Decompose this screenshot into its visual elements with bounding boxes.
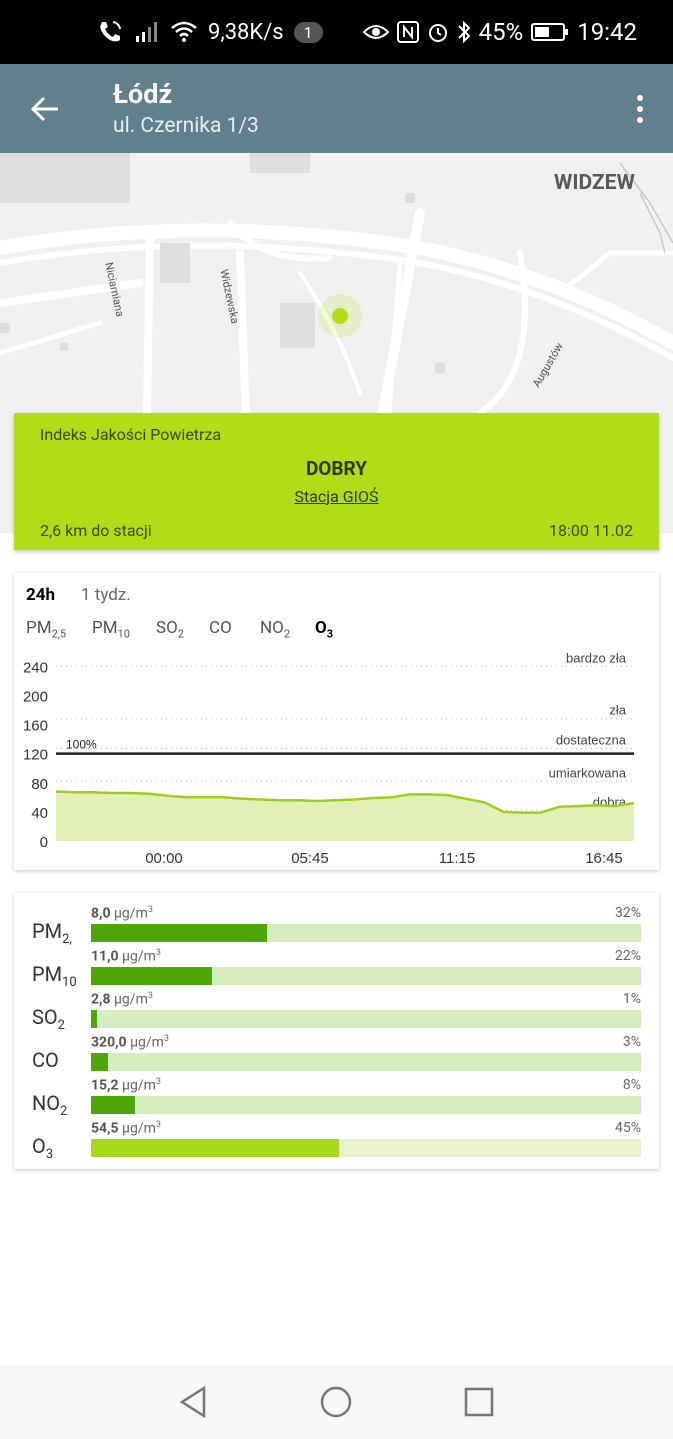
pollutant-percent: 1% bbox=[622, 991, 641, 1007]
alarm-icon bbox=[428, 24, 447, 42]
pollutant-name: CO bbox=[32, 1048, 59, 1072]
pollutant-bar-track bbox=[91, 1053, 641, 1071]
page-subtitle: ul. Czernika 1/3 bbox=[113, 114, 259, 138]
pollutant-row-co: CO 320,0 μg/m3 3% bbox=[14, 1034, 659, 1077]
pollutant-name: NO2 bbox=[32, 1091, 68, 1119]
pollutant-row-pm25: PM2, 8,0 μg/m3 32% bbox=[14, 905, 659, 948]
app-bar: Łódź ul. Czernika 1/3 bbox=[0, 64, 673, 153]
pollutant-name: O3 bbox=[32, 1134, 54, 1162]
map-label-widzew: WIDZEW bbox=[554, 171, 635, 195]
nav-home-icon[interactable] bbox=[319, 1385, 353, 1419]
pollutant-percent: 3% bbox=[622, 1034, 641, 1050]
x-tick-label: 00:00 bbox=[145, 850, 183, 867]
pollutant-name: PM10 bbox=[32, 962, 77, 990]
tab-no2[interactable]: NO2 bbox=[260, 618, 291, 641]
battery-percent: 45% bbox=[478, 18, 524, 46]
notification-count-badge: 1 bbox=[293, 21, 323, 43]
pollutant-bar-track bbox=[91, 924, 641, 942]
aqi-status: DOBRY bbox=[305, 457, 368, 480]
pollutant-row-pm10: PM10 11,0 μg/m3 22% bbox=[14, 948, 659, 991]
pollutant-bar-fill bbox=[91, 1139, 339, 1157]
pollutant-bar-track bbox=[91, 967, 641, 985]
period-tab-week[interactable]: 1 tydz. bbox=[81, 585, 131, 605]
clock: 19:42 bbox=[577, 18, 637, 46]
back-arrow-icon[interactable] bbox=[30, 94, 60, 124]
eye-icon bbox=[362, 25, 389, 39]
pollutant-value: 11,0 μg/m3 bbox=[91, 948, 161, 965]
nav-recents-icon[interactable] bbox=[462, 1385, 496, 1419]
pollutant-bar-track bbox=[91, 1010, 641, 1028]
station-distance: 2,6 km do stacji bbox=[40, 521, 152, 540]
zone-label: zła bbox=[609, 703, 626, 718]
pollutant-bars-card: PM2, 8,0 μg/m3 32% PM10 11,0 μg/m3 22% S… bbox=[14, 893, 659, 1169]
pollutant-row-o3: O3 54,5 μg/m3 45% bbox=[14, 1120, 659, 1163]
o3-area-fill bbox=[56, 791, 634, 841]
o3-series-line bbox=[55, 790, 635, 814]
tab-so2[interactable]: SO2 bbox=[156, 618, 184, 641]
pollutant-percent: 45% bbox=[615, 1120, 641, 1136]
pollutant-value: 15,2 μg/m3 bbox=[91, 1077, 161, 1094]
limit-label: 100% bbox=[66, 738, 97, 752]
y-tick-label: 240 bbox=[23, 659, 48, 676]
zone-label: umiarkowana bbox=[549, 765, 627, 780]
wifi-calling-icon bbox=[100, 21, 121, 42]
pollutant-bar-fill bbox=[91, 1053, 108, 1071]
pollutant-bar-track bbox=[91, 1139, 641, 1157]
nfc-icon bbox=[396, 21, 419, 43]
pollutant-name: SO2 bbox=[32, 1005, 65, 1033]
wifi-icon bbox=[171, 21, 197, 42]
air-quality-index-card: Indeks Jakości Powietrza DOBRY Stacja GI… bbox=[14, 413, 659, 550]
tab-co[interactable]: CO bbox=[209, 618, 232, 638]
battery-icon bbox=[531, 23, 569, 41]
aqi-label: Indeks Jakości Powietrza bbox=[40, 425, 222, 444]
tab-o3[interactable]: O3 bbox=[315, 618, 334, 641]
period-tab-24h[interactable]: 24h bbox=[26, 585, 56, 605]
history-chart-card: 24h 1 tydz. PM2,5 PM10 SO2 CO NO2 O3 0 40… bbox=[14, 573, 659, 870]
station-link[interactable]: Stacja GIOŚ bbox=[294, 487, 379, 506]
tab-pm25[interactable]: PM2,5 bbox=[26, 618, 67, 641]
zone-label: dostateczna bbox=[556, 733, 627, 748]
signal-icon bbox=[136, 22, 157, 42]
net-speed: 9,38K/s bbox=[208, 19, 284, 45]
pollutant-name: PM2, bbox=[32, 919, 72, 947]
pollutant-percent: 8% bbox=[622, 1077, 641, 1093]
pollutant-row-so2: SO2 2,8 μg/m3 1% bbox=[14, 991, 659, 1034]
pollutant-bar-fill bbox=[91, 1010, 97, 1028]
update-time: 18:00 11.02 bbox=[549, 521, 633, 540]
overflow-menu-icon[interactable] bbox=[635, 94, 645, 124]
x-tick-label: 05:45 bbox=[291, 850, 329, 867]
page-title: Łódź bbox=[113, 78, 173, 110]
pollutant-percent: 32% bbox=[615, 905, 641, 921]
pollutant-value: 320,0 μg/m3 bbox=[91, 1034, 169, 1051]
pollutant-bar-fill bbox=[91, 924, 267, 942]
y-tick-label: 120 bbox=[23, 747, 48, 764]
pollutant-percent: 22% bbox=[615, 948, 641, 964]
y-tick-label: 160 bbox=[23, 718, 48, 735]
pollutant-bar-fill bbox=[91, 967, 212, 985]
system-nav-bar bbox=[0, 1365, 673, 1439]
status-bar: 9,38K/s 1 45% 19:42 bbox=[0, 0, 673, 64]
bluetooth-icon bbox=[457, 20, 471, 44]
x-tick-label: 11:15 bbox=[439, 850, 475, 867]
tab-pm10[interactable]: PM10 bbox=[92, 618, 130, 641]
pollutant-value: 2,8 μg/m3 bbox=[91, 991, 153, 1008]
nav-back-icon[interactable] bbox=[176, 1385, 210, 1419]
pollutant-bar-track bbox=[91, 1096, 641, 1114]
y-tick-label: 0 bbox=[40, 834, 48, 851]
pollutant-value: 8,0 μg/m3 bbox=[91, 905, 153, 922]
pollutant-value: 54,5 μg/m3 bbox=[91, 1120, 161, 1137]
zone-label: bardzo zła bbox=[566, 651, 627, 665]
pollutant-bar-fill bbox=[91, 1096, 135, 1114]
y-tick-label: 200 bbox=[23, 688, 48, 705]
y-tick-label: 80 bbox=[31, 776, 48, 793]
x-tick-label: 16:45 bbox=[585, 850, 623, 867]
pollutant-row-no2: NO2 15,2 μg/m3 8% bbox=[14, 1077, 659, 1120]
o3-area-chart: 0 40 80 120 160 200 240 bardzo zła zła dostateczn… bbox=[23, 651, 635, 867]
y-tick-label: 40 bbox=[31, 805, 48, 822]
